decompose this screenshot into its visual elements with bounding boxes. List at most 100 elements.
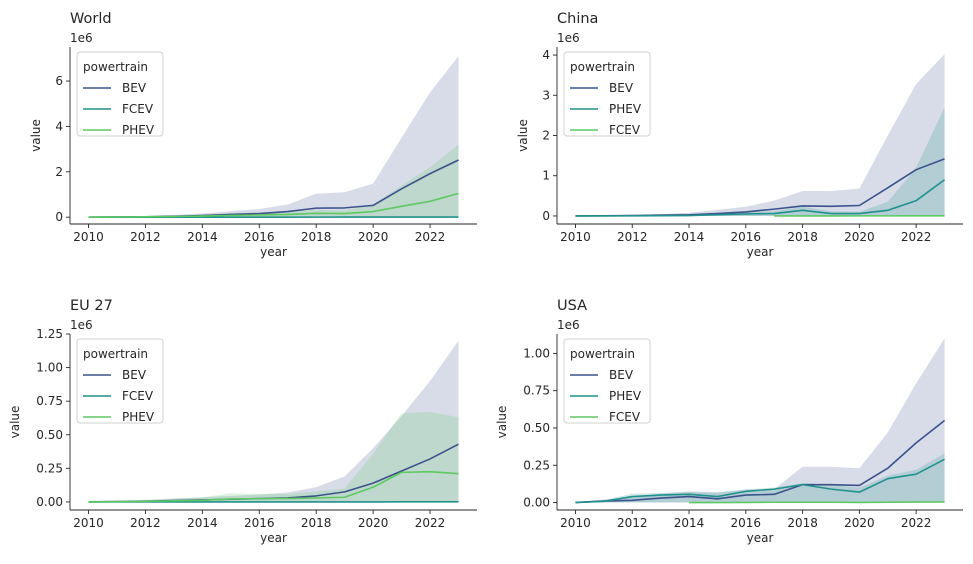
line-fcev <box>689 501 945 504</box>
band-bev <box>88 340 459 502</box>
x-tick-label: 2010 <box>73 516 104 530</box>
x-tick-label: 2014 <box>674 230 705 244</box>
legend-box <box>76 338 164 424</box>
line-phev <box>88 192 459 218</box>
x-tick-label: 2022 <box>901 516 932 530</box>
x-tick-label: 2010 <box>73 230 104 244</box>
band-phev <box>88 144 459 218</box>
band-bev <box>575 338 945 503</box>
x-tick-label: 2010 <box>560 516 591 530</box>
x-tick-label: 2012 <box>130 230 161 244</box>
x-tick-label: 2022 <box>415 230 446 244</box>
x-axis-label: year <box>260 531 287 545</box>
y-tick-label: 3 <box>542 88 550 102</box>
y-tick-label: 4 <box>542 48 550 62</box>
legend-title: powertrain <box>570 347 635 361</box>
x-tick-label: 2018 <box>787 230 818 244</box>
y-tick-label: 1.00 <box>36 361 63 375</box>
line-phev <box>575 179 946 217</box>
legend-label-phev: PHEV <box>609 102 642 116</box>
x-tick-label: 2016 <box>244 516 275 530</box>
x-tick-label: 2020 <box>844 230 875 244</box>
x-tick-label: 2018 <box>787 516 818 530</box>
x-tick-label: 2020 <box>358 516 389 530</box>
legend-label-fcev: FCEV <box>122 389 154 403</box>
x-tick-label: 2014 <box>187 230 218 244</box>
legend-label-phev: PHEV <box>609 389 642 403</box>
x-tick-label: 2016 <box>731 516 762 530</box>
y-tick-label: 0.50 <box>36 428 63 442</box>
x-tick-label: 2022 <box>415 516 446 530</box>
x-tick-label: 2010 <box>560 230 591 244</box>
legend-title: powertrain <box>570 60 635 74</box>
chart-title: China <box>557 11 598 27</box>
band-phev <box>575 107 945 216</box>
x-tick-label: 2014 <box>674 516 705 530</box>
legend: powertrain BEV PHEV FCEV <box>563 338 651 424</box>
line-bev <box>575 419 946 504</box>
chart-panel-3: 2010 2012 2014 2016 2018 2020 2022 0.00 0.25 0.50… <box>495 298 963 545</box>
band-phev <box>575 453 945 503</box>
x-tick-label: 2022 <box>901 230 932 244</box>
y-axis-label: value <box>516 119 530 152</box>
x-tick-label: 2018 <box>301 230 332 244</box>
chart-panel-1: 2010 2012 2014 2016 2018 2020 2022 0 1 2 3 4 1e6 Chin… <box>516 11 963 259</box>
chart-title: USA <box>557 298 587 314</box>
legend-label-bev: BEV <box>609 368 634 382</box>
y-axis-label: value <box>29 119 43 152</box>
legend-label-phev: PHEV <box>122 123 155 137</box>
chart-panel-0: 2010 2012 2014 2016 2018 2020 2022 0 2 4 6 1e6 World… <box>29 11 477 259</box>
y-offset-text: 1e6 <box>70 318 93 332</box>
x-tick-label: 2012 <box>617 516 648 530</box>
legend-label-fcev: FCEV <box>122 102 154 116</box>
legend-label-bev: BEV <box>122 368 147 382</box>
chart-title: World <box>70 11 112 27</box>
x-tick-label: 2020 <box>358 230 389 244</box>
y-tick-label: 1.00 <box>523 346 550 360</box>
legend: powertrain BEV FCEV PHEV <box>76 51 164 137</box>
y-tick-label: 2 <box>542 129 550 143</box>
legend-label-bev: BEV <box>122 81 147 95</box>
legend: powertrain BEV PHEV FCEV <box>563 51 651 137</box>
x-axis-label: year <box>747 531 774 545</box>
x-tick-label: 2018 <box>301 516 332 530</box>
y-tick-label: 0 <box>542 209 550 223</box>
chart-title: EU 27 <box>70 298 113 314</box>
legend-box <box>76 51 164 137</box>
band-bev <box>88 56 459 218</box>
legend-label-fcev: FCEV <box>609 123 641 137</box>
y-tick-label: 0.25 <box>36 461 63 475</box>
y-tick-label: 0.50 <box>523 421 550 435</box>
band-bev <box>575 54 945 216</box>
x-tick-label: 2012 <box>617 230 648 244</box>
y-tick-label: 0.25 <box>523 458 550 472</box>
y-axis-label: value <box>8 406 22 439</box>
x-tick-label: 2016 <box>731 230 762 244</box>
y-tick-label: 4 <box>55 119 63 133</box>
band-phev <box>88 411 459 502</box>
y-tick-label: 1.25 <box>36 327 63 341</box>
y-tick-label: 0.75 <box>36 394 63 408</box>
y-offset-text: 1e6 <box>70 31 93 45</box>
y-tick-label: 0.75 <box>523 384 550 398</box>
y-offset-text: 1e6 <box>557 31 580 45</box>
legend: powertrain BEV FCEV PHEV <box>76 338 164 424</box>
y-tick-label: 0.00 <box>36 495 63 509</box>
line-phev <box>575 458 945 504</box>
y-tick-label: 1 <box>542 169 550 183</box>
legend-label-fcev: FCEV <box>609 410 641 424</box>
y-axis-label: value <box>495 406 509 439</box>
x-axis-label: year <box>747 245 774 259</box>
y-tick-label: 0 <box>55 210 63 224</box>
y-tick-label: 2 <box>55 165 63 179</box>
x-axis-label: year <box>260 245 287 259</box>
y-tick-label: 0.00 <box>523 496 550 510</box>
legend-label-bev: BEV <box>609 81 634 95</box>
y-offset-text: 1e6 <box>557 318 580 332</box>
y-tick-label: 6 <box>55 74 63 88</box>
legend-label-phev: PHEV <box>122 410 155 424</box>
x-tick-label: 2012 <box>130 516 161 530</box>
legend-title: powertrain <box>83 347 148 361</box>
x-tick-label: 2016 <box>244 230 275 244</box>
